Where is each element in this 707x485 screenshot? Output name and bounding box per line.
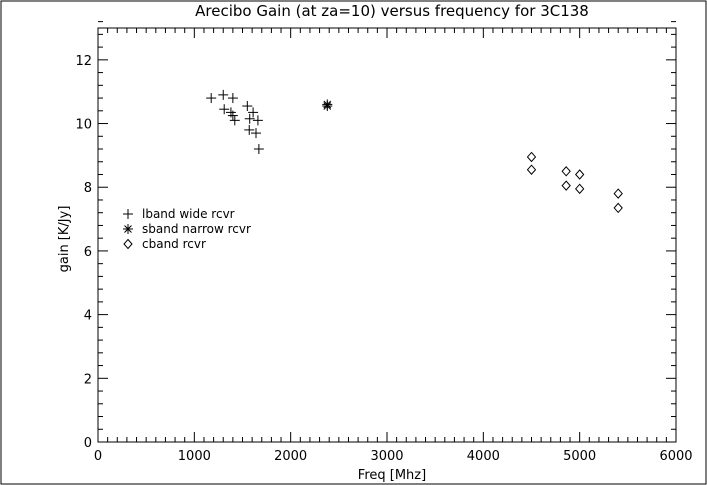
x-tick-label: 4000 [467, 449, 500, 464]
chart-title: Arecibo Gain (at za=10) versus frequency… [195, 2, 589, 20]
series-asterisk [322, 99, 333, 112]
legend-marker [123, 209, 133, 219]
data-point [227, 110, 238, 121]
x-tick-label: 1000 [178, 449, 211, 464]
data-point [526, 151, 537, 163]
y-tick-label: 4 [84, 309, 92, 324]
asterisk-marker-d2 [323, 100, 332, 109]
data-point [219, 104, 230, 115]
y-tick-label: 8 [84, 181, 92, 196]
x-tick-label: 0 [94, 449, 102, 464]
data-point [253, 144, 264, 155]
y-tick-label: 0 [84, 436, 92, 451]
data-point [227, 93, 238, 104]
data-point [244, 113, 255, 124]
x-tick-label: 2000 [274, 449, 307, 464]
y-tick-label: 2 [84, 372, 92, 387]
data-point [574, 183, 585, 195]
data-point [229, 115, 240, 126]
x-tick-label: 3000 [370, 449, 403, 464]
data-point [242, 101, 253, 112]
legend-marker [123, 238, 133, 250]
legend-item: sband narrow rcvr [123, 222, 251, 236]
x-tick-label: 5000 [563, 449, 596, 464]
diamond-marker [561, 180, 571, 191]
legend-label: cband rcvr [142, 237, 206, 251]
legend-label: sband narrow rcvr [142, 222, 251, 236]
diamond-marker [613, 202, 623, 214]
data-point [613, 188, 623, 199]
data-point [561, 166, 571, 177]
diamond-marker [526, 151, 537, 163]
diamond-marker [613, 188, 623, 199]
asterisk-marker-d2 [124, 225, 132, 233]
legend-marker [123, 224, 133, 234]
legend-item: cband rcvr [123, 237, 206, 251]
diamond-marker [574, 169, 585, 180]
diamond-marker [526, 164, 537, 175]
series-plus [206, 89, 264, 155]
data-point [248, 107, 259, 118]
data-point [244, 124, 255, 135]
y-tick-label: 12 [75, 54, 92, 69]
data-point [613, 202, 623, 214]
data-point [252, 115, 263, 126]
data-point [250, 128, 261, 139]
data-point [526, 164, 537, 175]
legend-item: lband wide rcvr [123, 207, 235, 221]
y-axis-label: gain [K/Jy] [57, 206, 72, 273]
series-diamond [526, 151, 623, 214]
diamond-marker [123, 238, 133, 250]
x-axis-label: Freq [Mhz] [358, 468, 426, 483]
data-point [574, 169, 585, 180]
y-tick-label: 10 [75, 118, 92, 133]
data-point [561, 180, 571, 191]
diamond-marker [574, 183, 585, 195]
diamond-marker [561, 166, 571, 177]
y-tick-label: 6 [84, 245, 92, 260]
data-point [322, 99, 333, 110]
data-point [218, 89, 229, 100]
legend-label: lband wide rcvr [142, 207, 235, 221]
data-point [206, 93, 217, 104]
x-tick-label: 6000 [659, 449, 692, 464]
